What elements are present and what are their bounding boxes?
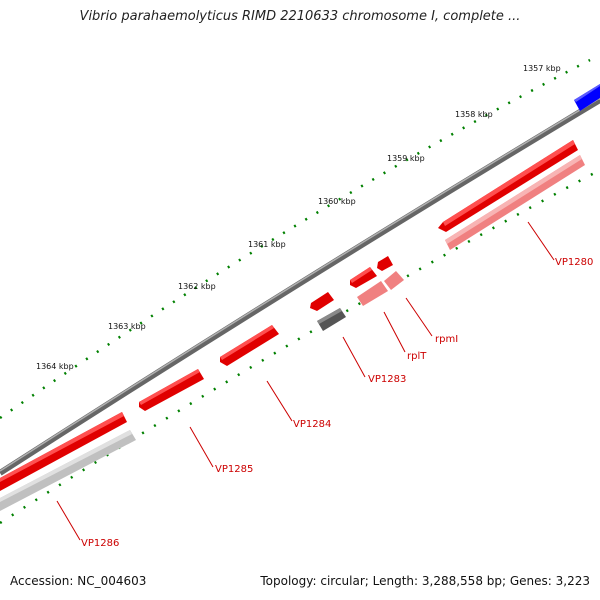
leader-vp1284 [266,380,293,422]
leader-vp1280 [527,221,555,261]
topology-summary-text: Topology: circular; Length: 3,288,558 bp… [260,574,590,588]
gene-label-vp1285[interactable]: VP1285 [215,464,253,475]
gene-vp1283[interactable] [310,292,334,311]
gene-rpmi[interactable] [377,256,393,271]
gene-vp1286-top [0,412,124,482]
gene-vp1283-gray-top [317,308,342,324]
gene-label-vp1283[interactable]: VP1283 [368,374,406,385]
kbp-label-1360: 1360 kbp [318,197,356,206]
gene-vp1286-light[interactable] [0,430,136,511]
leader-rplt [383,311,406,353]
gene-label-rplt[interactable]: rplT [407,351,427,362]
gene-label-rpmi[interactable]: rpmI [435,334,458,345]
kbp-label-1361: 1361 kbp [248,240,286,249]
leader-vp1286 [56,500,81,541]
gene-vp1280-light-top [445,155,582,244]
gene-blue-top [574,84,600,102]
gene-rplt-light[interactable] [357,281,388,306]
leader-rpmi [405,297,433,337]
gene-rpmi-light[interactable] [384,271,404,290]
backbone-highlight [0,97,600,472]
gene-vp1283-gray[interactable] [317,308,346,331]
leader-vp1285 [189,426,214,468]
gene-vp1284[interactable] [220,325,279,366]
gene-vp1285-top [139,369,200,405]
map-title: Vibrio parahaemolyticus RIMD 2210633 chr… [79,9,521,24]
kbp-label-1364: 1364 kbp [36,362,74,371]
kbp-label-1363: 1363 kbp [108,322,146,331]
kbp-label-1359: 1359 kbp [387,154,425,163]
kbp-label-1358: 1358 kbp [455,110,493,119]
gene-vp1284-top [220,325,274,360]
gene-vp1286-light-top [0,430,132,502]
gene-label-vp1284[interactable]: VP1284 [293,419,331,430]
gene-vp1285[interactable] [139,369,204,411]
inner-tick-track [0,168,600,525]
kbp-label-1362: 1362 kbp [178,282,216,291]
accession-text: Accession: NC_004603 [10,574,147,588]
gene-label-vp1280[interactable]: VP1280 [555,257,593,268]
kbp-label-1357: 1357 kbp [523,64,561,73]
outer-tick-track [0,58,591,420]
backbone [0,97,600,476]
gene-vp1280-top [443,140,575,226]
leader-vp1283 [342,336,366,378]
gene-rplt[interactable] [350,267,377,288]
gene-vp1286[interactable] [0,412,127,491]
gene-blue[interactable] [574,84,600,111]
gene-label-vp1286[interactable]: VP1286 [81,538,119,549]
gene-rplt-top [350,267,372,283]
